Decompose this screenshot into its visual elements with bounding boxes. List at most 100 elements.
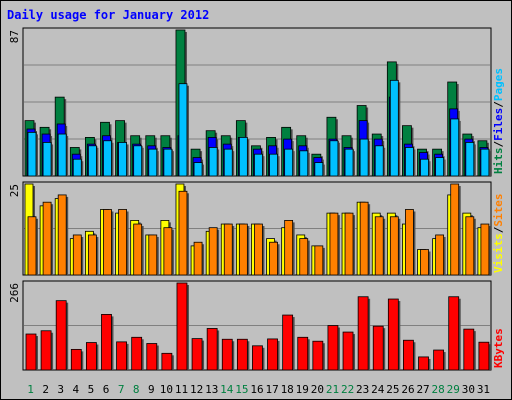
bar-sites-day-1 <box>27 216 37 276</box>
bar-sites-day-14 <box>223 223 233 276</box>
bar-kbytes-day-4 <box>70 348 82 371</box>
bar-kbytes-day-12 <box>191 338 203 371</box>
bar-pages-day-26 <box>405 147 414 177</box>
bar-sites-day-16 <box>254 223 263 276</box>
bar-sites-day-6 <box>103 209 112 276</box>
day-label-29: 29 <box>447 383 460 396</box>
day-label-17: 17 <box>265 383 278 396</box>
bar-sites-day-19 <box>299 238 309 276</box>
day-label-14: 14 <box>220 383 234 396</box>
legend-entry: / <box>492 226 505 233</box>
bar-pages-day-6 <box>103 140 112 177</box>
bar-kbytes-day-3 <box>55 300 67 371</box>
bar-sites-day-20 <box>314 245 324 276</box>
bar-pages-day-30 <box>465 142 475 177</box>
day-label-4: 4 <box>73 383 80 396</box>
day-label-27: 27 <box>416 383 429 396</box>
bar-sites-day-31 <box>480 223 490 276</box>
bar-kbytes-day-29 <box>448 296 460 371</box>
bar-sites-day-11 <box>178 190 188 276</box>
bar-kbytes-day-17 <box>267 338 278 371</box>
bar-kbytes-day-7 <box>116 341 127 371</box>
bar-kbytes-day-14 <box>221 338 233 371</box>
bar-kbytes-day-13 <box>206 328 218 371</box>
bar-sites-day-29 <box>450 183 460 276</box>
bar-sites-day-28 <box>435 234 445 276</box>
bar-kbytes-day-22 <box>342 331 354 371</box>
bar-pages-day-2 <box>42 142 52 177</box>
chart-panels: 87Hits/Files/Pages25Visits/Sites266KByte… <box>8 27 505 371</box>
bar-sites-day-7 <box>118 209 127 276</box>
bar-sites-day-24 <box>374 216 384 276</box>
bar-sites-day-25 <box>389 216 399 276</box>
day-label-30: 30 <box>462 383 475 396</box>
bar-kbytes-day-16 <box>252 345 263 371</box>
day-label-10: 10 <box>160 383 173 396</box>
panel-max-label: 266 <box>8 283 21 303</box>
panel-legend: Visits/Sites <box>492 194 505 274</box>
bar-pages-day-11 <box>178 83 188 177</box>
panel-kbytes: 266 KBytes <box>8 280 505 371</box>
panel-max-label: 25 <box>8 184 21 197</box>
bar-kbytes-day-27 <box>418 356 429 371</box>
panel-visits_sites: 25 Visits/Sites <box>8 181 505 276</box>
bar-sites-day-26 <box>405 209 414 276</box>
day-label-22: 22 <box>341 383 354 396</box>
bar-sites-day-4 <box>72 234 82 276</box>
bar-pages-day-7 <box>118 142 127 177</box>
bar-sites-day-13 <box>208 227 218 276</box>
bar-sites-day-3 <box>57 194 67 276</box>
day-label-9: 9 <box>148 383 155 396</box>
bar-pages-day-25 <box>389 79 399 177</box>
day-label-18: 18 <box>281 383 294 396</box>
legend-entry: Pages <box>492 68 505 101</box>
legend-entry: Files <box>492 108 505 141</box>
bar-pages-day-10 <box>163 148 173 177</box>
legend-entry: Hits <box>492 148 505 175</box>
bar-kbytes-day-9 <box>146 343 158 371</box>
bar-sites-day-10 <box>163 227 173 276</box>
day-label-7: 7 <box>118 383 125 396</box>
bar-kbytes-day-18 <box>282 314 294 371</box>
bar-pages-day-17 <box>269 153 278 177</box>
bar-pages-day-18 <box>284 148 294 177</box>
bar-sites-day-30 <box>465 216 475 276</box>
legend-entry: KBytes <box>492 328 505 368</box>
day-label-1: 1 <box>27 383 34 396</box>
bar-kbytes-day-19 <box>297 336 309 371</box>
bar-kbytes-day-25 <box>387 298 399 371</box>
panel-legend: KBytes <box>492 328 505 368</box>
bar-sites-day-8 <box>133 223 143 276</box>
bar-kbytes-day-2 <box>40 330 52 371</box>
x-axis-day-labels: 1 2 3 4 5 6 7 8 9 10 11 12 13 14 15 16 17 18 19 20 21 22 23 24 2… <box>27 383 490 396</box>
bar-pages-day-5 <box>87 145 97 177</box>
bar-kbytes-day-11 <box>176 282 188 371</box>
day-label-11: 11 <box>175 383 188 396</box>
bar-pages-day-23 <box>359 138 369 177</box>
bar-kbytes-day-20 <box>312 340 324 371</box>
day-label-5: 5 <box>88 383 95 396</box>
bar-pages-day-20 <box>314 162 324 177</box>
day-label-6: 6 <box>103 383 110 396</box>
bar-kbytes-day-26 <box>403 339 414 371</box>
day-label-26: 26 <box>401 383 414 396</box>
bar-kbytes-day-23 <box>357 296 369 371</box>
bar-kbytes-day-30 <box>463 328 475 371</box>
bar-pages-day-27 <box>420 158 429 177</box>
bar-sites-day-15 <box>238 223 248 276</box>
bar-pages-day-15 <box>238 137 248 177</box>
bar-kbytes-day-31 <box>478 341 490 371</box>
series-kbytes <box>25 282 491 371</box>
panel-legend: Hits/Files/Pages <box>492 68 505 174</box>
day-label-24: 24 <box>371 383 385 396</box>
day-label-20: 20 <box>311 383 324 396</box>
bar-pages-day-24 <box>374 145 384 177</box>
day-label-16: 16 <box>250 383 263 396</box>
bar-pages-day-8 <box>133 145 143 177</box>
legend-entry: Sites <box>492 194 505 227</box>
day-label-23: 23 <box>356 383 369 396</box>
bar-pages-day-31 <box>480 148 490 177</box>
bar-kbytes-day-28 <box>433 349 445 371</box>
